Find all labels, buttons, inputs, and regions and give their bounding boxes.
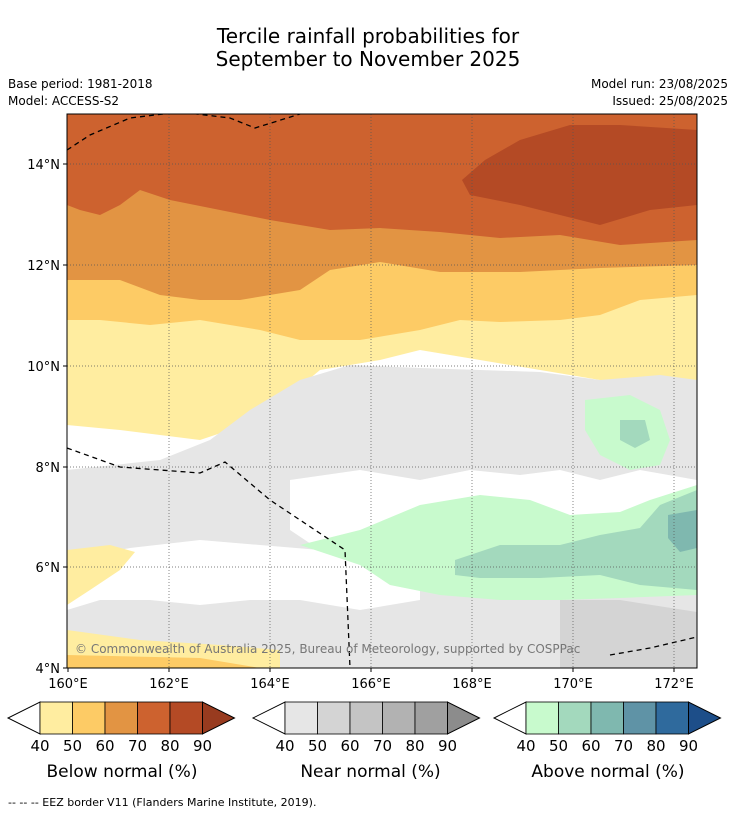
lat-labels: 14°N 12°N 10°N 8°N 6°N 4°N	[27, 158, 60, 677]
lon-label: 164°E	[250, 677, 290, 692]
colorbar-arrow-low	[251, 701, 286, 735]
colorbar-tick: 50	[549, 737, 568, 755]
model-name: Model: ACCESS-S2	[8, 94, 120, 108]
colorbar-segment	[137, 701, 171, 735]
colorbar-segment	[558, 701, 592, 735]
lat-label: 4°N	[36, 662, 61, 677]
map-frame	[66, 113, 698, 669]
colorbar-tick: 90	[193, 737, 212, 755]
base-period: Base period: 1981-2018	[8, 77, 153, 91]
lon-label: 166°E	[351, 677, 391, 692]
map-field	[67, 114, 697, 668]
colorbar-label-near: Near normal (%)	[300, 762, 441, 782]
colorbar-segment	[655, 701, 689, 735]
colorbar-tick: 80	[646, 737, 665, 755]
lon-label: 170°E	[553, 677, 593, 692]
colorbar-arrow-high	[688, 701, 722, 735]
colorbar-tick: 60	[95, 737, 114, 755]
colorbar-segment	[317, 701, 351, 735]
colorbar-segment	[382, 701, 416, 735]
title-line2: September to November 2025	[215, 47, 521, 71]
colorbar-segment	[349, 701, 383, 735]
colorbar-tick: 60	[340, 737, 359, 755]
title-line1: Tercile rainfall probabilities for	[216, 24, 520, 48]
colorbar-tick: 50	[63, 737, 82, 755]
colorbar-arrow-low	[6, 701, 41, 735]
lat-label: 8°N	[36, 461, 61, 476]
lon-label: 162°E	[149, 677, 189, 692]
colorbar-segment	[72, 701, 106, 735]
colorbar-arrow-high	[447, 701, 481, 735]
colorbar-label-above: Above normal (%)	[531, 762, 685, 782]
issued-date: Issued: 25/08/2025	[612, 94, 728, 108]
colorbar-segment	[104, 701, 138, 735]
eez-border	[67, 114, 697, 668]
colorbars: 40 50 60 70 80 90 40 50 60 70 80 90 40 50 60 70 80 90	[6, 701, 722, 755]
colorbar-tick: 90	[679, 737, 698, 755]
colorbar-tick: 60	[581, 737, 600, 755]
lat-label: 12°N	[27, 259, 60, 274]
lat-label: 6°N	[36, 561, 61, 576]
colorbar-tick: 40	[275, 737, 294, 755]
colorbar-tick: 70	[373, 737, 392, 755]
colorbar-arrow-high	[202, 701, 236, 735]
colorbar-tick: 50	[308, 737, 327, 755]
lat-label: 14°N	[27, 158, 60, 173]
copyright-note: © Commonwealth of Australia 2025, Bureau…	[75, 642, 580, 656]
colorbar-segment	[169, 701, 203, 735]
footer-note: -- -- -- EEZ border V11 (Flanders Marine…	[8, 796, 317, 809]
colorbar-tick: 70	[128, 737, 147, 755]
colorbar-tick: 40	[30, 737, 49, 755]
colorbar-tick: 80	[405, 737, 424, 755]
lon-labels: 160°E 162°E 164°E 166°E 168°E 170°E 172°…	[48, 677, 694, 692]
colorbar-tick: 80	[160, 737, 179, 755]
colorbar-arrow-low	[492, 701, 527, 735]
colorbar-tick: 90	[438, 737, 457, 755]
lon-label: 172°E	[654, 677, 694, 692]
colorbar-segment	[623, 701, 657, 735]
lon-label: 168°E	[452, 677, 492, 692]
model-run: Model run: 23/08/2025	[590, 77, 728, 91]
lon-label: 160°E	[48, 677, 88, 692]
colorbar-segment	[525, 701, 559, 735]
colorbar-segment	[590, 701, 624, 735]
colorbar-segment	[284, 701, 318, 735]
lat-label: 10°N	[27, 360, 60, 375]
colorbar-tick: 70	[614, 737, 633, 755]
colorbar-tick: 40	[516, 737, 535, 755]
colorbar-segment	[414, 701, 448, 735]
colorbar-segment	[39, 701, 73, 735]
colorbar-label-below: Below normal (%)	[46, 762, 198, 782]
